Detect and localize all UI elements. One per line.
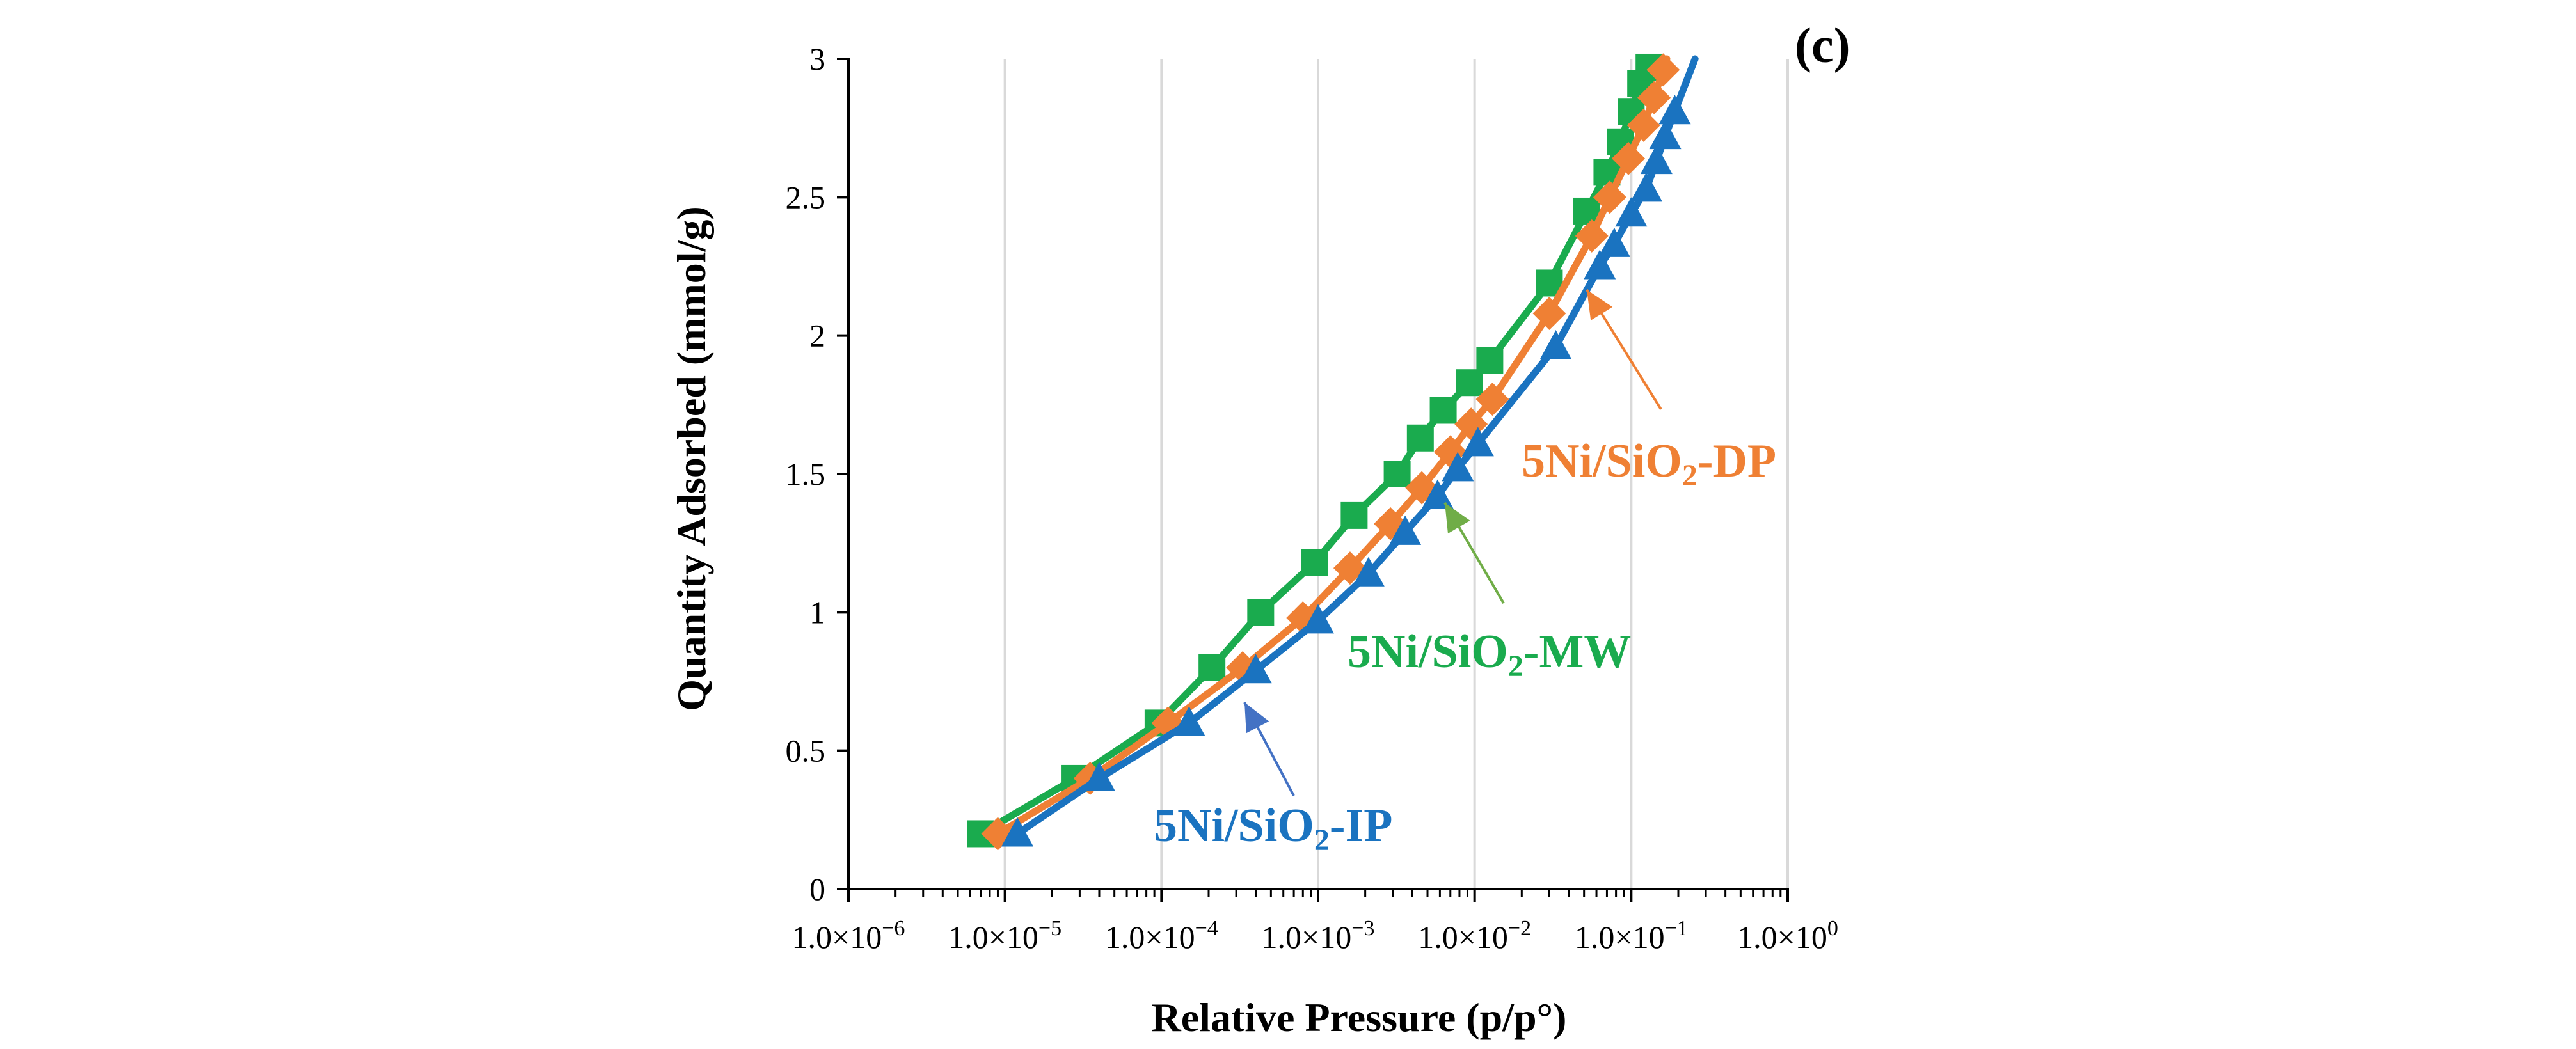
data-point bbox=[1646, 53, 1680, 87]
x-tick-label: 1.0×10−6 bbox=[792, 917, 905, 955]
data-point bbox=[1461, 427, 1494, 457]
y-tick-label: 2 bbox=[809, 318, 825, 354]
data-point bbox=[1584, 249, 1616, 280]
data-point bbox=[1001, 817, 1034, 847]
y-tick-label: 2.5 bbox=[786, 179, 826, 215]
data-point bbox=[1649, 120, 1682, 150]
data-point bbox=[1575, 219, 1609, 253]
data-point bbox=[1475, 383, 1509, 416]
x-tick-label: 1.0×10−2 bbox=[1418, 917, 1531, 955]
data-point bbox=[1630, 172, 1663, 202]
data-point bbox=[1442, 452, 1474, 482]
data-point bbox=[1389, 515, 1422, 545]
y-axis-title: Quantity Adsorbed (mmol/g) bbox=[669, 206, 714, 711]
data-point bbox=[1247, 599, 1275, 626]
data-point bbox=[1302, 604, 1334, 634]
data-point bbox=[1301, 549, 1328, 576]
series-label: 5Ni/SiO2-IP bbox=[1154, 800, 1393, 857]
data-point bbox=[1532, 297, 1566, 331]
data-point bbox=[1421, 479, 1454, 509]
y-tick-label: 0.5 bbox=[786, 733, 826, 769]
data-point bbox=[1611, 141, 1645, 175]
data-point bbox=[1637, 81, 1671, 114]
x-tick-label: 1.0×10−5 bbox=[948, 917, 1061, 955]
label-arrow bbox=[1586, 288, 1662, 411]
data-point bbox=[1429, 397, 1457, 424]
data-point bbox=[1340, 501, 1368, 529]
y-tick-label: 1.5 bbox=[786, 456, 826, 492]
x-tick-label: 1.0×10−1 bbox=[1575, 917, 1688, 955]
series-label: 5Ni/SiO2-DP bbox=[1522, 435, 1776, 493]
data-point bbox=[1198, 654, 1226, 681]
y-tick-label: 3 bbox=[809, 41, 825, 77]
x-tick-label: 1.0×10−3 bbox=[1262, 917, 1375, 955]
data-point bbox=[1626, 108, 1660, 142]
x-axis-title: Relative Pressure (p/p°) bbox=[1152, 995, 1567, 1040]
label-arrow bbox=[1243, 702, 1295, 796]
label-arrow bbox=[1443, 501, 1505, 604]
data-point bbox=[1658, 95, 1691, 125]
series bbox=[967, 53, 1699, 851]
data-point bbox=[1476, 347, 1504, 374]
panel-label: (c) bbox=[1795, 17, 1850, 73]
data-point bbox=[1239, 654, 1272, 684]
y-tick-label: 1 bbox=[809, 594, 825, 630]
data-point bbox=[1598, 227, 1630, 257]
data-point bbox=[1640, 145, 1673, 175]
data-point bbox=[1406, 424, 1434, 452]
data-point bbox=[1083, 761, 1115, 791]
series-label: 5Ni/SiO2-MW bbox=[1348, 626, 1631, 683]
x-tick-label: 1.0×100 bbox=[1737, 917, 1838, 955]
data-point bbox=[1352, 556, 1385, 587]
data-point bbox=[1383, 461, 1411, 487]
data-point bbox=[1615, 197, 1648, 227]
y-tick-label: 0 bbox=[809, 871, 825, 907]
axes: 0 0.5 1 1.5 2 2.5 3 1.0×10−6 1.0×10−5 1.0×10−4 1.0… bbox=[786, 41, 1838, 955]
data-point bbox=[1593, 180, 1626, 214]
data-point bbox=[1173, 706, 1205, 736]
annotations: 5Ni/SiO2-MW 5Ni/SiO2-DP 5Ni/SiO2-IP bbox=[1154, 288, 1776, 857]
x-tick-label: 1.0×10−4 bbox=[1105, 917, 1218, 955]
data-point bbox=[1539, 329, 1572, 359]
